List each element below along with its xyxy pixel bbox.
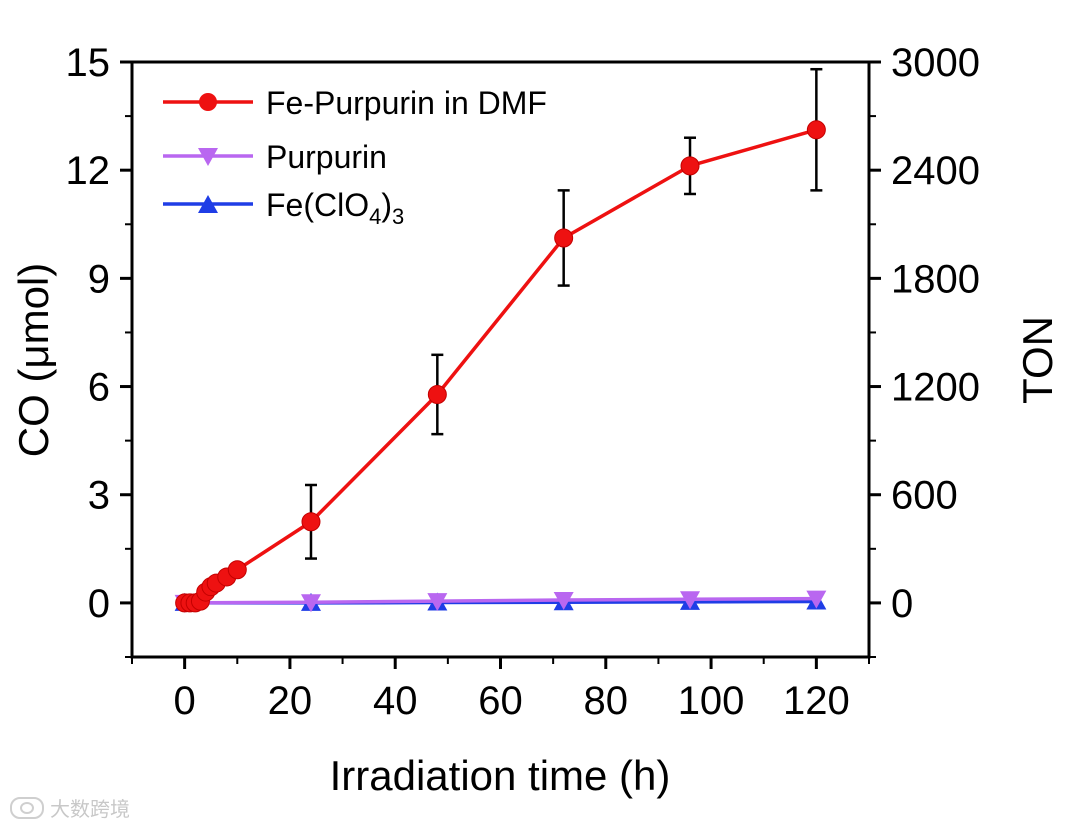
legend-entry-purpurin: Purpurin [163, 139, 387, 175]
x-tick-label: 80 [584, 679, 629, 723]
y2-tick-label: 600 [891, 474, 958, 518]
y-tick-label: 12 [66, 149, 111, 193]
data-point [807, 121, 825, 139]
x-tick-label: 40 [373, 679, 418, 723]
data-point [302, 513, 320, 531]
y2-tick-label: 1200 [891, 366, 980, 410]
y2-tick-label: 0 [891, 582, 913, 626]
watermark-text: 大数跨境 [50, 793, 130, 822]
watermark-logo-icon [10, 797, 44, 819]
y2-tick-label: 1800 [891, 257, 980, 301]
y2-axis-title: TON [1014, 316, 1061, 404]
x-tick-labels: 0 20 40 60 80 100 120 [174, 679, 850, 723]
x-tick-label: 60 [478, 679, 523, 723]
y2-tick-label: 2400 [891, 149, 980, 193]
x-axis-title: Irradiation time (h) [330, 752, 671, 799]
y2-tick-label: 3000 [891, 41, 980, 85]
legend-entry-fe-purpurin: Fe-Purpurin in DMF [163, 85, 547, 121]
legend-label-fe-purpurin: Fe-Purpurin in DMF [266, 85, 547, 121]
y-tick-label: 6 [88, 366, 110, 410]
data-point [555, 229, 573, 247]
legend: Fe-Purpurin in DMF Purpurin Fe(ClO4)3 [163, 85, 547, 229]
data-point [428, 385, 446, 403]
legend-marker-circle [199, 93, 217, 111]
x-tick-label: 100 [678, 679, 745, 723]
y2-tick-labels: 0 600 1200 1800 2400 3000 [891, 41, 980, 626]
x-tick-label: 120 [783, 679, 850, 723]
legend-label-purpurin: Purpurin [266, 139, 387, 175]
y-tick-labels: 0 3 6 9 12 15 [66, 41, 111, 626]
y-tick-label: 15 [66, 41, 111, 85]
legend-entry-fe-clo4: Fe(ClO4)3 [163, 187, 404, 229]
y-axis-title: CO (μmol) [10, 263, 57, 458]
legend-label-fe-clo4: Fe(ClO4)3 [266, 187, 404, 229]
watermark: 大数跨境 [10, 793, 130, 822]
y-tick-label: 0 [88, 582, 110, 626]
y-tick-label: 3 [88, 474, 110, 518]
y-tick-label: 9 [88, 257, 110, 301]
x-tick-label: 20 [268, 679, 313, 723]
data-point [228, 561, 246, 579]
co-production-chart: 0 20 40 60 80 100 120 0 3 6 9 12 15 0 600 1200 1800 240… [0, 0, 1080, 826]
x-tick-label: 0 [174, 679, 196, 723]
data-point [681, 157, 699, 175]
